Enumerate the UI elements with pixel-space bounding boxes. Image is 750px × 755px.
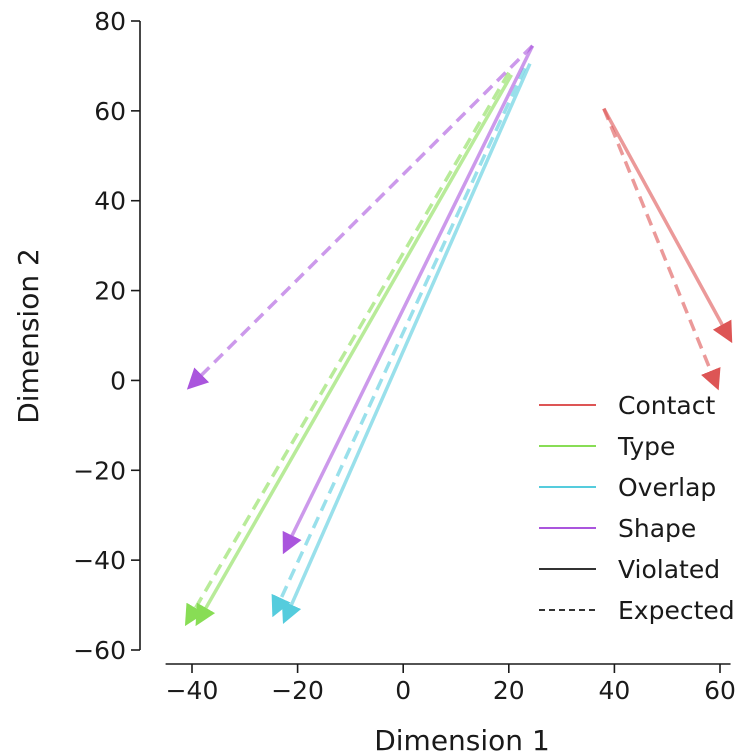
x-tick-label: 20 <box>493 676 525 705</box>
x-tick-label: 60 <box>704 676 736 705</box>
y-tick-label: 80 <box>94 7 126 36</box>
arrow-type-violated <box>195 74 513 627</box>
arrow-type-expected <box>184 71 511 627</box>
x-tick-label: 0 <box>395 676 411 705</box>
x-tick-label: −20 <box>271 676 324 705</box>
y-tick-label: −60 <box>73 636 126 665</box>
x-tick-label: 40 <box>598 676 630 705</box>
x-tick-label: −40 <box>166 676 219 705</box>
legend-label-shape: Shape <box>618 514 696 543</box>
y-tick-label: 20 <box>94 277 126 306</box>
arrow-shape-violated <box>282 44 535 555</box>
y-axis-title: Dimension 2 <box>12 248 45 424</box>
y-tick-label: 40 <box>94 187 126 216</box>
arrow-shape-expected <box>186 44 534 390</box>
arrow-overlap-violated <box>281 62 532 624</box>
legend: Contact Type Overlap Shape Violated Expected <box>539 391 735 625</box>
arrow-contact-violated <box>602 107 733 344</box>
x-axis-title: Dimension 1 <box>374 724 550 755</box>
axes: −60 −40 −20 0 20 40 60 80 −40 −20 0 20 40 60 <box>73 7 736 705</box>
legend-label-type: Type <box>617 432 675 461</box>
arrow-series-group <box>184 44 733 627</box>
y-tick-label: −40 <box>73 546 126 575</box>
y-tick-label: 60 <box>94 97 126 126</box>
legend-label-violated: Violated <box>618 555 720 584</box>
y-tick-label: 0 <box>110 366 126 395</box>
legend-label-expected: Expected <box>618 596 735 625</box>
arrow-contact-expected <box>602 107 721 391</box>
legend-label-contact: Contact <box>618 391 715 420</box>
x-ticks: −40 −20 0 20 40 60 <box>166 664 736 705</box>
y-ticks: −60 −40 −20 0 20 40 60 80 <box>73 7 140 665</box>
legend-label-overlap: Overlap <box>618 473 716 502</box>
y-tick-label: −20 <box>73 456 126 485</box>
arrow-overlap-expected <box>271 67 527 618</box>
